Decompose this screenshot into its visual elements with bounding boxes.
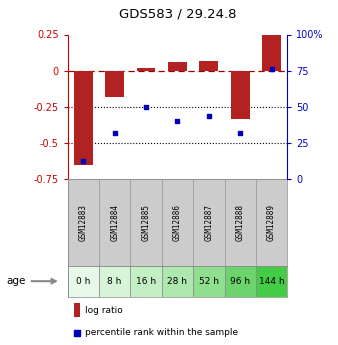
Text: GSM12889: GSM12889: [267, 204, 276, 241]
Text: GSM12885: GSM12885: [142, 204, 150, 241]
Text: 0 h: 0 h: [76, 277, 91, 286]
Bar: [193, 266, 224, 297]
Text: GDS583 / 29.24.8: GDS583 / 29.24.8: [119, 8, 236, 21]
Text: GSM12886: GSM12886: [173, 204, 182, 241]
Text: 28 h: 28 h: [167, 277, 188, 286]
Bar: [256, 179, 287, 266]
Bar: [68, 266, 99, 297]
Text: GSM12884: GSM12884: [110, 204, 119, 241]
Text: 144 h: 144 h: [259, 277, 284, 286]
Bar: [74, 303, 80, 317]
Bar: [256, 266, 287, 297]
Point: [206, 113, 212, 118]
Bar: [99, 179, 130, 266]
Text: 52 h: 52 h: [199, 277, 219, 286]
Point: [112, 130, 117, 136]
Text: 16 h: 16 h: [136, 277, 156, 286]
Text: log ratio: log ratio: [85, 306, 122, 315]
Point: [269, 67, 274, 72]
Bar: [168, 62, 187, 71]
Bar: [68, 179, 99, 266]
Bar: [231, 71, 250, 119]
Bar: [137, 68, 155, 71]
Point: [75, 330, 80, 335]
Text: age: age: [7, 276, 26, 286]
Point: [238, 130, 243, 136]
Point: [175, 119, 180, 124]
Bar: [130, 266, 162, 297]
Bar: [224, 179, 256, 266]
Text: GSM12883: GSM12883: [79, 204, 88, 241]
Bar: [130, 179, 162, 266]
Bar: [162, 266, 193, 297]
Text: GSM12887: GSM12887: [204, 204, 213, 241]
Point: [80, 158, 86, 163]
Bar: [193, 179, 224, 266]
Text: GSM12888: GSM12888: [236, 204, 245, 241]
Point: [143, 104, 149, 110]
Bar: [224, 266, 256, 297]
Bar: [74, 71, 93, 165]
Bar: [162, 179, 193, 266]
Bar: [199, 61, 218, 71]
Bar: [105, 71, 124, 97]
Text: 96 h: 96 h: [230, 277, 250, 286]
Bar: [262, 34, 281, 71]
Text: percentile rank within the sample: percentile rank within the sample: [85, 328, 238, 337]
Text: 8 h: 8 h: [107, 277, 122, 286]
Bar: [99, 266, 130, 297]
